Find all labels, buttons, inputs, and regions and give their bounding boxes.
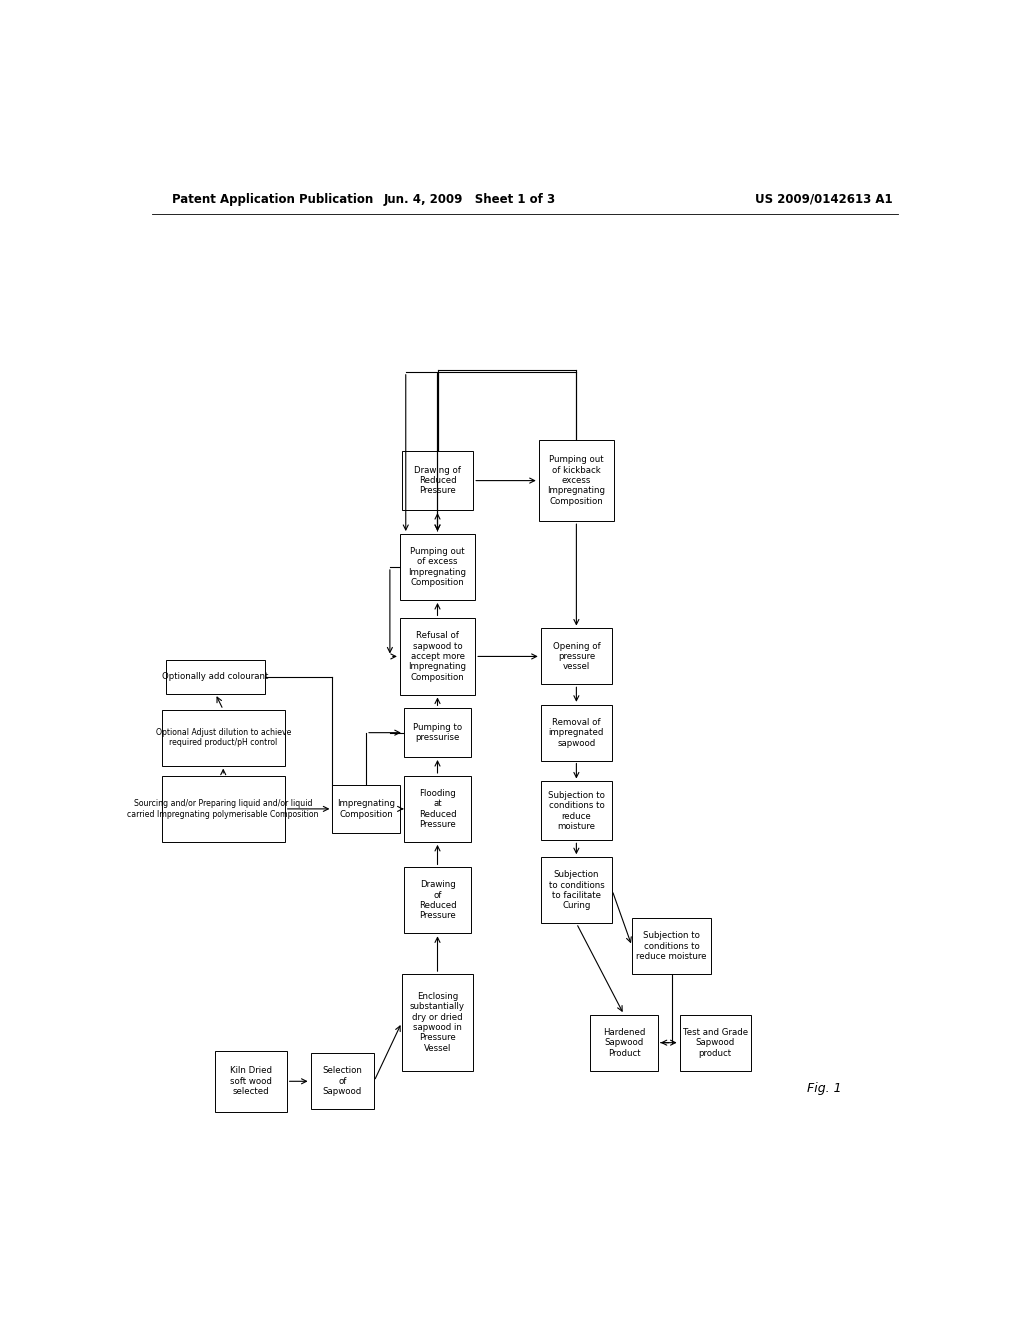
Text: Refusal of
sapwood to
accept more
Impregnating
Composition: Refusal of sapwood to accept more Impreg… bbox=[409, 631, 467, 681]
Text: Subjection to
conditions to
reduce
moisture: Subjection to conditions to reduce moist… bbox=[548, 791, 605, 832]
FancyBboxPatch shape bbox=[632, 919, 712, 974]
FancyBboxPatch shape bbox=[401, 451, 473, 510]
FancyBboxPatch shape bbox=[215, 1051, 287, 1111]
Text: Enclosing
substantially
dry or dried
sapwood in
Pressure
Vessel: Enclosing substantially dry or dried sap… bbox=[410, 991, 465, 1053]
Text: Subjection to
conditions to
reduce moisture: Subjection to conditions to reduce moist… bbox=[636, 931, 707, 961]
Text: Optional Adjust dilution to achieve
required product/pH control: Optional Adjust dilution to achieve requ… bbox=[156, 729, 291, 747]
Text: Opening of
pressure
vessel: Opening of pressure vessel bbox=[553, 642, 600, 672]
Text: Flooding
at
Reduced
Pressure: Flooding at Reduced Pressure bbox=[419, 789, 457, 829]
Text: Subjection
to conditions
to facilitate
Curing: Subjection to conditions to facilitate C… bbox=[549, 870, 604, 911]
FancyBboxPatch shape bbox=[399, 618, 475, 694]
FancyBboxPatch shape bbox=[541, 857, 612, 923]
Text: Fig. 1: Fig. 1 bbox=[807, 1082, 841, 1094]
FancyBboxPatch shape bbox=[166, 660, 265, 693]
Text: Selection
of
Sapwood: Selection of Sapwood bbox=[323, 1067, 362, 1096]
FancyBboxPatch shape bbox=[403, 776, 471, 842]
Text: Sourcing and/or Preparing liquid and/or liquid
carried Impregnating polymerisabl: Sourcing and/or Preparing liquid and/or … bbox=[127, 799, 319, 818]
Text: Optionally add colourant: Optionally add colourant bbox=[162, 672, 268, 681]
FancyBboxPatch shape bbox=[541, 628, 612, 684]
FancyBboxPatch shape bbox=[590, 1015, 657, 1071]
Text: US 2009/0142613 A1: US 2009/0142613 A1 bbox=[755, 193, 893, 206]
FancyBboxPatch shape bbox=[162, 710, 285, 766]
FancyBboxPatch shape bbox=[333, 784, 399, 833]
Text: Jun. 4, 2009   Sheet 1 of 3: Jun. 4, 2009 Sheet 1 of 3 bbox=[383, 193, 555, 206]
Text: Drawing
of
Reduced
Pressure: Drawing of Reduced Pressure bbox=[419, 880, 457, 920]
Text: Removal of
impregnated
sapwood: Removal of impregnated sapwood bbox=[549, 718, 604, 747]
FancyBboxPatch shape bbox=[162, 776, 285, 842]
Text: Hardened
Sapwood
Product: Hardened Sapwood Product bbox=[603, 1028, 645, 1057]
FancyBboxPatch shape bbox=[541, 781, 612, 841]
Text: Kiln Dried
soft wood
selected: Kiln Dried soft wood selected bbox=[230, 1067, 272, 1096]
FancyBboxPatch shape bbox=[399, 535, 475, 601]
Text: Pumping out
of excess
Impregnating
Composition: Pumping out of excess Impregnating Compo… bbox=[409, 546, 467, 587]
FancyBboxPatch shape bbox=[680, 1015, 751, 1071]
FancyBboxPatch shape bbox=[541, 705, 612, 760]
Text: Drawing of
Reduced
Pressure: Drawing of Reduced Pressure bbox=[414, 466, 461, 495]
FancyBboxPatch shape bbox=[401, 974, 473, 1071]
FancyBboxPatch shape bbox=[403, 867, 471, 933]
FancyBboxPatch shape bbox=[539, 440, 614, 521]
Text: Pumping to
pressurise: Pumping to pressurise bbox=[413, 723, 462, 742]
FancyBboxPatch shape bbox=[403, 709, 471, 758]
Text: Test and Grade
Sapwood
product: Test and Grade Sapwood product bbox=[683, 1028, 748, 1057]
Text: Impregnating
Composition: Impregnating Composition bbox=[337, 799, 395, 818]
Text: Pumping out
of kickback
excess
Impregnating
Composition: Pumping out of kickback excess Impregnat… bbox=[548, 455, 605, 506]
Text: Patent Application Publication: Patent Application Publication bbox=[172, 193, 373, 206]
FancyBboxPatch shape bbox=[310, 1053, 374, 1109]
